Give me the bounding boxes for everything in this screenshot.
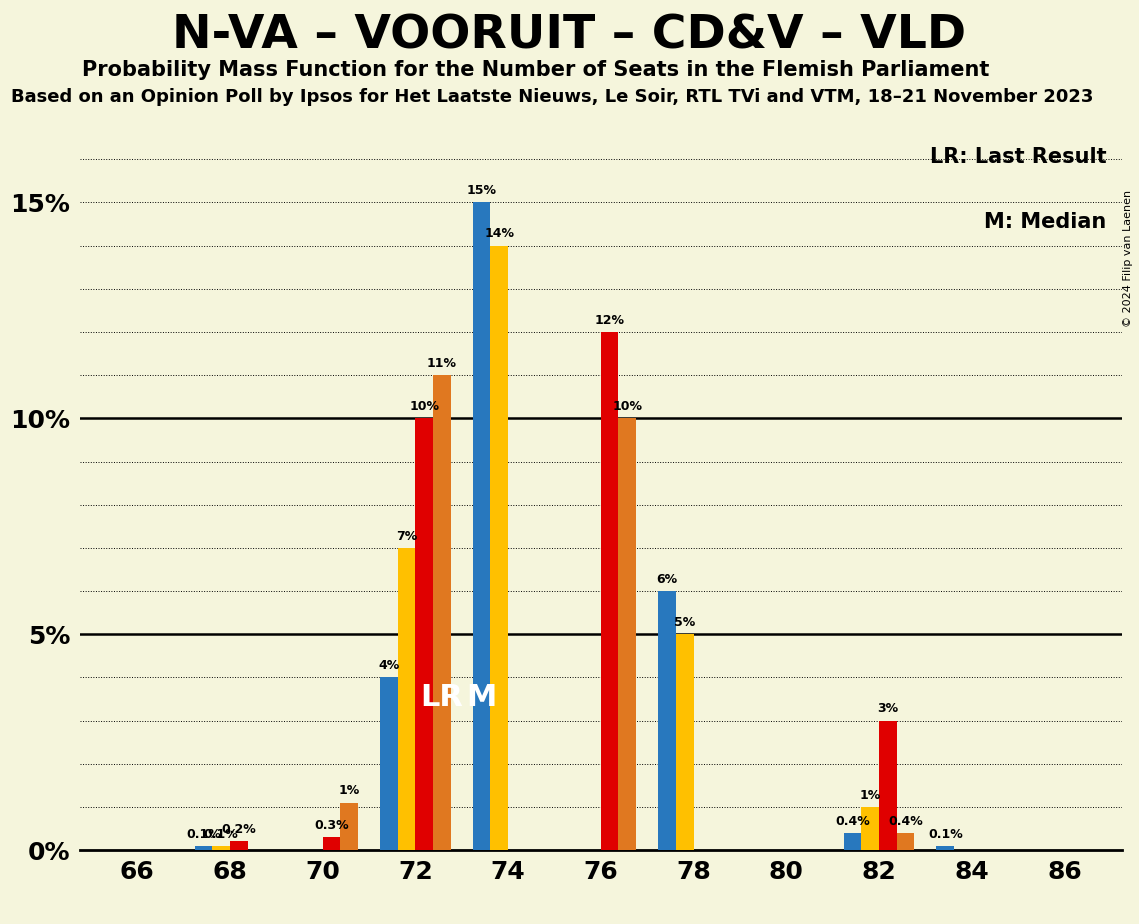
Text: 0.1%: 0.1% — [928, 828, 962, 841]
Bar — [601, 332, 618, 850]
Text: 10%: 10% — [409, 400, 440, 413]
Bar — [212, 845, 230, 850]
Text: M: Median: M: Median — [984, 212, 1106, 232]
Text: 6%: 6% — [656, 573, 678, 586]
Text: Based on an Opinion Poll by Ipsos for Het Laatste Nieuws, Le Soir, RTL TVi and V: Based on an Opinion Poll by Ipsos for He… — [11, 88, 1093, 105]
Bar — [844, 833, 861, 850]
Bar — [473, 202, 491, 850]
Text: © 2024 Filip van Laenen: © 2024 Filip van Laenen — [1123, 190, 1133, 327]
Text: 7%: 7% — [396, 529, 417, 542]
Text: Probability Mass Function for the Number of Seats in the Flemish Parliament: Probability Mass Function for the Number… — [82, 60, 989, 80]
Text: 12%: 12% — [595, 314, 624, 327]
Text: 0.4%: 0.4% — [835, 815, 870, 828]
Bar — [879, 721, 896, 850]
Bar — [398, 548, 416, 850]
Text: 4%: 4% — [378, 659, 400, 672]
Text: LR: LR — [420, 683, 464, 711]
Text: 1%: 1% — [860, 789, 880, 802]
Text: 0.4%: 0.4% — [888, 815, 923, 828]
Bar — [433, 375, 451, 850]
Bar — [195, 845, 212, 850]
Bar — [675, 634, 694, 850]
Bar — [341, 803, 358, 850]
Text: 0.1%: 0.1% — [204, 828, 238, 841]
Bar — [936, 845, 954, 850]
Bar — [416, 419, 433, 850]
Text: 0.1%: 0.1% — [186, 828, 221, 841]
Bar — [658, 591, 675, 850]
Text: LR: Last Result: LR: Last Result — [929, 147, 1106, 166]
Text: M: M — [467, 683, 497, 711]
Bar — [491, 246, 508, 850]
Bar — [322, 837, 341, 850]
Text: 11%: 11% — [427, 357, 457, 370]
Text: 0.3%: 0.3% — [314, 819, 349, 832]
Bar — [861, 807, 879, 850]
Text: 0.2%: 0.2% — [221, 823, 256, 836]
Text: 14%: 14% — [484, 227, 515, 240]
Text: N-VA – VOORUIT – CD&V – VLD: N-VA – VOORUIT – CD&V – VLD — [172, 14, 967, 59]
Bar — [380, 677, 398, 850]
Text: 3%: 3% — [877, 702, 899, 715]
Bar — [230, 842, 247, 850]
Text: 5%: 5% — [674, 616, 696, 629]
Text: 15%: 15% — [467, 184, 497, 198]
Text: 1%: 1% — [338, 784, 360, 797]
Bar — [896, 833, 915, 850]
Bar — [618, 419, 636, 850]
Text: 10%: 10% — [613, 400, 642, 413]
